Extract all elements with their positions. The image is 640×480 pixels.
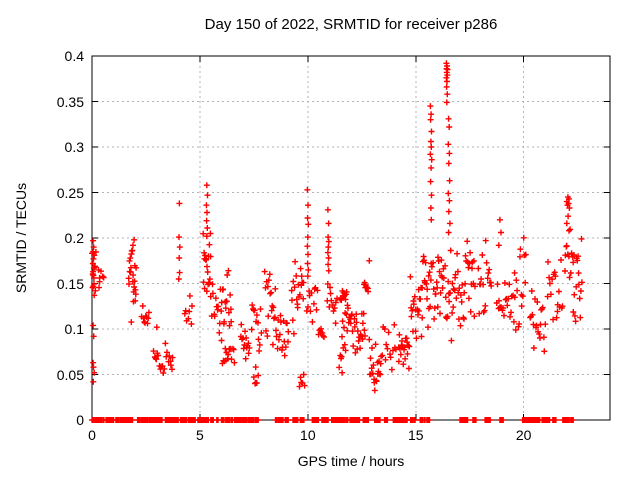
x-tick-label: 10 — [300, 427, 316, 443]
y-tick-label: 0.15 — [56, 275, 84, 292]
data-points-cluster — [216, 267, 235, 336]
data-points-baseline — [482, 417, 494, 423]
x-tick-label: 15 — [407, 427, 424, 443]
data-points-cluster — [200, 230, 214, 295]
data-points-cluster — [315, 325, 327, 341]
data-points-cluster — [419, 253, 435, 331]
data-points-cluster — [510, 234, 529, 333]
data-points-baseline — [328, 417, 351, 423]
data-points-cluster — [96, 268, 107, 291]
data-points-cluster — [303, 284, 321, 325]
data-points-cluster — [527, 288, 549, 355]
data-points-cluster — [261, 268, 280, 348]
data-points — [89, 60, 573, 385]
data-points-baseline — [309, 417, 322, 423]
data-points-baseline — [469, 417, 479, 423]
chart-title: Day 150 of 2022, SRMTID for receiver p28… — [204, 16, 498, 33]
data-points-cluster — [250, 372, 262, 387]
data-points-baseline — [134, 417, 165, 423]
data-points-cluster — [379, 321, 399, 373]
data-points-cluster — [351, 310, 368, 356]
y-tick-label: 0.05 — [56, 366, 84, 383]
y-tick-label: 0.4 — [64, 48, 84, 64]
data-points-baseline — [519, 417, 543, 423]
data-points-cluster — [361, 279, 372, 295]
data-points-baseline — [457, 417, 471, 423]
data-points-cluster — [562, 226, 577, 281]
data-points-baseline — [539, 417, 553, 423]
data-points-baseline — [496, 417, 507, 423]
data-points-cluster — [162, 340, 176, 373]
data-points-baseline — [407, 417, 419, 423]
axis-label-x: GPS time / hours — [297, 453, 405, 469]
data-points-cluster — [544, 257, 566, 323]
data-points-cluster — [181, 292, 195, 327]
data-points-baseline — [347, 417, 363, 423]
data-points-baseline — [297, 417, 307, 423]
data-points-cluster — [274, 312, 292, 359]
data-points-baseline — [194, 417, 212, 423]
data-points-cluster — [296, 371, 308, 390]
data-points-cluster — [207, 281, 222, 320]
data-points-cluster — [138, 303, 152, 327]
y-tick-label: 0.2 — [64, 230, 84, 246]
data-points-cluster — [150, 348, 168, 376]
y-tick-label: 0 — [76, 412, 84, 428]
data-points-baseline — [318, 417, 332, 423]
data-points-baseline — [559, 417, 577, 423]
data-points-baseline — [245, 417, 262, 423]
data-points-cluster — [460, 238, 478, 322]
data-points-baseline — [282, 417, 292, 423]
data-points-cluster — [339, 287, 350, 303]
data-points-cluster — [324, 280, 340, 327]
y-tick-label: 0.25 — [56, 184, 84, 201]
data-points-baseline — [162, 417, 182, 423]
data-points-cluster — [475, 237, 495, 317]
data-points-baseline — [424, 417, 433, 423]
data-points-baseline — [421, 417, 430, 423]
data-points-baseline — [207, 417, 217, 423]
data-points-cluster — [337, 295, 357, 354]
data-points-cluster — [125, 247, 140, 326]
data-points-cluster — [237, 321, 253, 362]
x-tick-label: 20 — [515, 427, 532, 443]
data-points-cluster — [218, 337, 238, 367]
data-points-cluster — [288, 258, 307, 337]
data-points-baseline — [381, 417, 391, 423]
data-points-baseline — [549, 417, 559, 423]
data-points-baseline — [390, 417, 411, 423]
data-points-cluster — [493, 280, 515, 320]
data-points-cluster — [366, 336, 385, 394]
data-points-baseline — [360, 417, 372, 423]
data-points-cluster — [336, 352, 346, 376]
data-points-cluster — [430, 254, 447, 322]
data-points-baseline — [371, 417, 383, 423]
x-tick-label: 0 — [88, 427, 96, 443]
y-tick-label: 0.1 — [64, 321, 84, 337]
data-points-cluster — [570, 235, 585, 325]
data-points-cluster — [248, 302, 265, 371]
x-tick-label: 5 — [196, 427, 204, 443]
data-points-cluster — [395, 331, 413, 372]
y-tick-label: 0.35 — [56, 93, 84, 110]
y-tick-label: 0.3 — [64, 139, 84, 155]
data-points-baseline — [213, 417, 221, 423]
data-points-cluster — [89, 249, 99, 294]
data-points-baseline — [123, 417, 136, 423]
data-points-cluster — [442, 247, 466, 344]
